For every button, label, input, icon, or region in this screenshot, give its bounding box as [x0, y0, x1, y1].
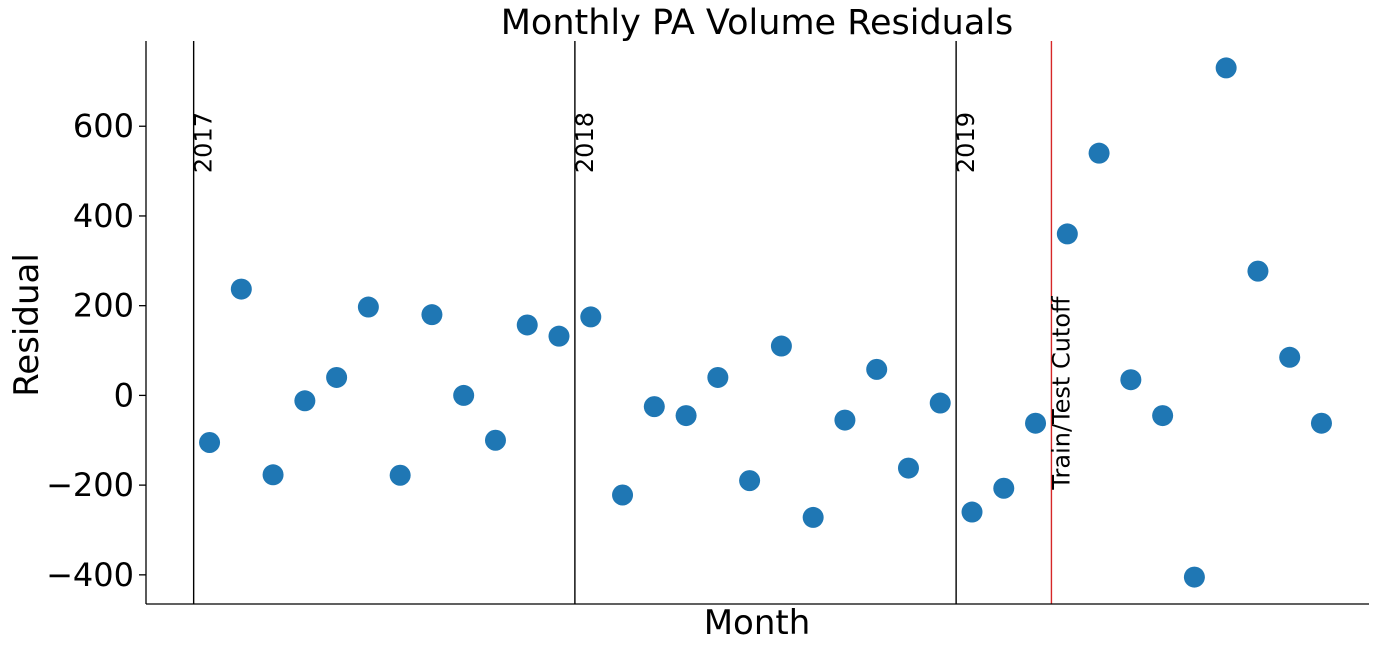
- x-axis-label: Month: [704, 603, 811, 643]
- data-point: [1279, 346, 1301, 368]
- data-point: [1088, 142, 1110, 164]
- data-point: [707, 366, 729, 388]
- data-point: [1025, 412, 1047, 434]
- data-point: [262, 464, 284, 486]
- data-point: [230, 278, 252, 300]
- data-point: [484, 429, 506, 451]
- y-tick-label: −200: [46, 466, 134, 504]
- data-point: [961, 501, 983, 523]
- reference-line-label: 2019: [952, 112, 980, 173]
- data-point: [516, 314, 538, 336]
- data-point: [866, 358, 888, 380]
- data-point: [357, 296, 379, 318]
- data-point: [643, 396, 665, 418]
- data-point: [453, 384, 475, 406]
- data-point: [1120, 369, 1142, 391]
- data-point: [993, 477, 1015, 499]
- reference-line-label: 2017: [190, 112, 218, 173]
- data-point: [675, 405, 697, 427]
- data-point: [580, 306, 602, 328]
- y-axis-label: Residual: [7, 253, 47, 397]
- data-point: [1152, 405, 1174, 427]
- data-point: [1247, 260, 1269, 282]
- data-point: [929, 392, 951, 414]
- data-point: [802, 506, 824, 528]
- data-points: [199, 57, 1332, 588]
- data-point: [294, 390, 316, 412]
- chart-title: Monthly PA Volume Residuals: [501, 3, 1014, 43]
- data-point: [897, 457, 919, 479]
- data-point: [1183, 566, 1205, 588]
- data-point: [739, 470, 761, 492]
- y-tick-label: 0: [114, 376, 134, 414]
- y-axis-ticks: −400 −200 0 200 400 600: [46, 107, 146, 594]
- data-point: [1310, 412, 1332, 434]
- reference-lines: 2017 2018 2019 Train/Test Cutoff: [190, 41, 1075, 604]
- data-point: [770, 335, 792, 357]
- data-point: [612, 484, 634, 506]
- data-point: [389, 464, 411, 486]
- data-point: [1056, 223, 1078, 245]
- data-point: [548, 325, 570, 347]
- y-tick-label: −400: [46, 556, 134, 594]
- data-point: [199, 432, 221, 454]
- y-tick-label: 600: [73, 107, 134, 145]
- data-point: [421, 304, 443, 326]
- y-tick-label: 200: [73, 287, 134, 325]
- reference-line-label: 2018: [571, 112, 599, 173]
- data-point: [834, 409, 856, 431]
- data-point: [1215, 57, 1237, 79]
- reference-line-label: Train/Test Cutoff: [1047, 296, 1075, 491]
- y-tick-label: 400: [73, 197, 134, 235]
- data-point: [326, 366, 348, 388]
